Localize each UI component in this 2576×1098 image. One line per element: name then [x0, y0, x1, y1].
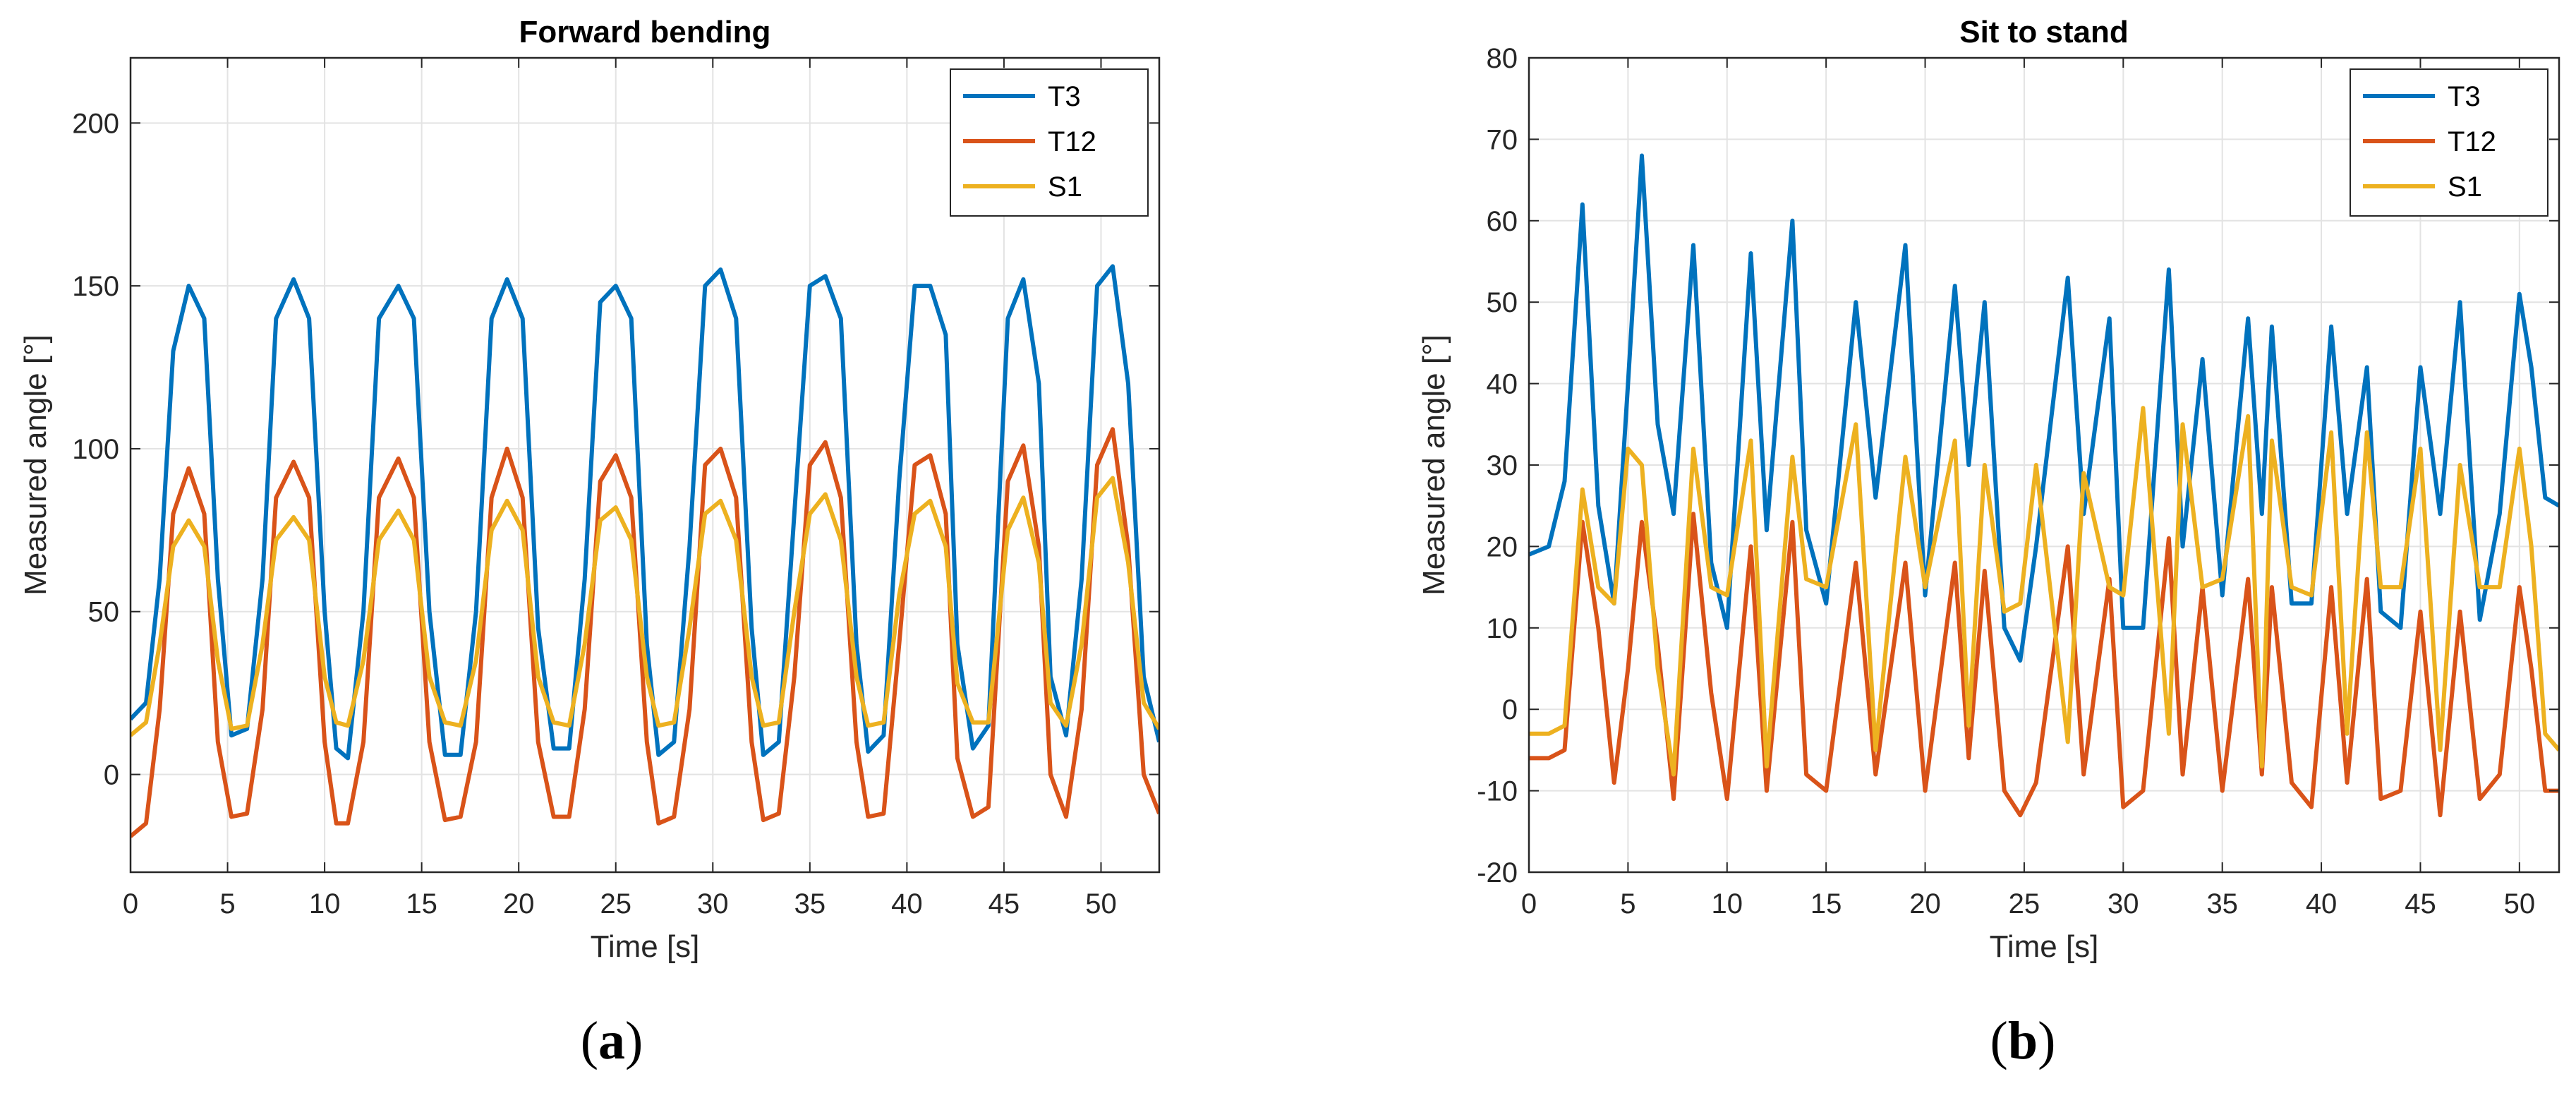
y-tick-label: -20: [1477, 857, 1518, 888]
x-tick-label: 10: [309, 888, 341, 919]
y-tick-label: 60: [1487, 206, 1518, 237]
series-line-s1: [131, 476, 1159, 737]
series-line-t12: [131, 427, 1159, 838]
x-tick-label: 25: [600, 888, 631, 919]
x-tick-label: 15: [1810, 888, 1842, 919]
x-tick-label: 40: [891, 888, 923, 919]
y-tick-label: 40: [1487, 369, 1518, 400]
x-tick-label: 15: [406, 888, 437, 919]
legend-label-s1: S1: [1048, 171, 1082, 203]
x-tick-label: 30: [697, 888, 729, 919]
x-tick-label: 25: [2009, 888, 2040, 919]
series-line-t3: [131, 264, 1159, 761]
x-tick-label: 10: [1712, 888, 1743, 919]
y-tick-label: 80: [1487, 43, 1518, 74]
x-tick-label: 30: [2108, 888, 2139, 919]
y-tick-label: 20: [1487, 531, 1518, 562]
y-tick-label: 50: [1487, 287, 1518, 318]
caption-b: (b): [1990, 1011, 2056, 1070]
x-tick-label: 0: [123, 888, 138, 919]
chart-panel-b: 0 5 10 15 20 25 30 35 40 45 50 -20 -10 0 10 20 30 40 50 60 7…: [1417, 15, 2560, 964]
y-tick-label: 50: [88, 597, 120, 628]
legend-label-s1: S1: [2448, 171, 2482, 203]
series-line-t3: [1529, 153, 2559, 663]
x-tick-label: 5: [219, 888, 235, 919]
y-tick-label: 10: [1487, 613, 1518, 644]
x-tick-label: 50: [1085, 888, 1117, 919]
x-tick-label: 35: [2206, 888, 2238, 919]
series-line-s1: [1529, 406, 2559, 777]
caption-a: (a): [580, 1011, 643, 1070]
x-tick-label: 35: [794, 888, 826, 919]
x-tick-label: 50: [2504, 888, 2536, 919]
legend-label-t3: T3: [2448, 81, 2481, 112]
y-tick-label: -10: [1477, 776, 1518, 807]
x-axis-label: Time [s]: [591, 929, 700, 964]
y-tick-label: 100: [72, 434, 119, 465]
y-tick-label: 0: [104, 760, 119, 791]
chart-title: Sit to stand: [1959, 15, 2129, 49]
axes-box: [129, 56, 1161, 874]
legend-label-t12: T12: [2448, 126, 2496, 157]
y-tick-label: 150: [72, 271, 119, 302]
y-tick-label: 0: [1502, 694, 1518, 725]
x-axis-label: Time [s]: [1990, 929, 2099, 964]
chart-title: Forward bending: [519, 15, 771, 49]
x-tick-label: 5: [1620, 888, 1635, 919]
legend-label-t3: T3: [1048, 81, 1081, 112]
x-tick-label: 20: [1909, 888, 1941, 919]
y-tick-label: 30: [1487, 450, 1518, 481]
y-tick-label: 200: [72, 108, 119, 139]
x-tick-label: 40: [2306, 888, 2338, 919]
chart-panel-a: 0 5 10 15 20 25 30 35 40 45 50 0 50 100 150 200 Forward …: [18, 15, 1161, 964]
y-tick-label: 70: [1487, 124, 1518, 155]
legend-label-t12: T12: [1048, 126, 1096, 157]
x-tick-label: 0: [1521, 888, 1537, 919]
y-axis-label: Measured angle [°]: [1417, 334, 1451, 596]
x-tick-label: 20: [503, 888, 535, 919]
y-axis-label: Measured angle [°]: [18, 334, 53, 596]
x-tick-label: 45: [988, 888, 1020, 919]
x-tick-label: 45: [2405, 888, 2436, 919]
